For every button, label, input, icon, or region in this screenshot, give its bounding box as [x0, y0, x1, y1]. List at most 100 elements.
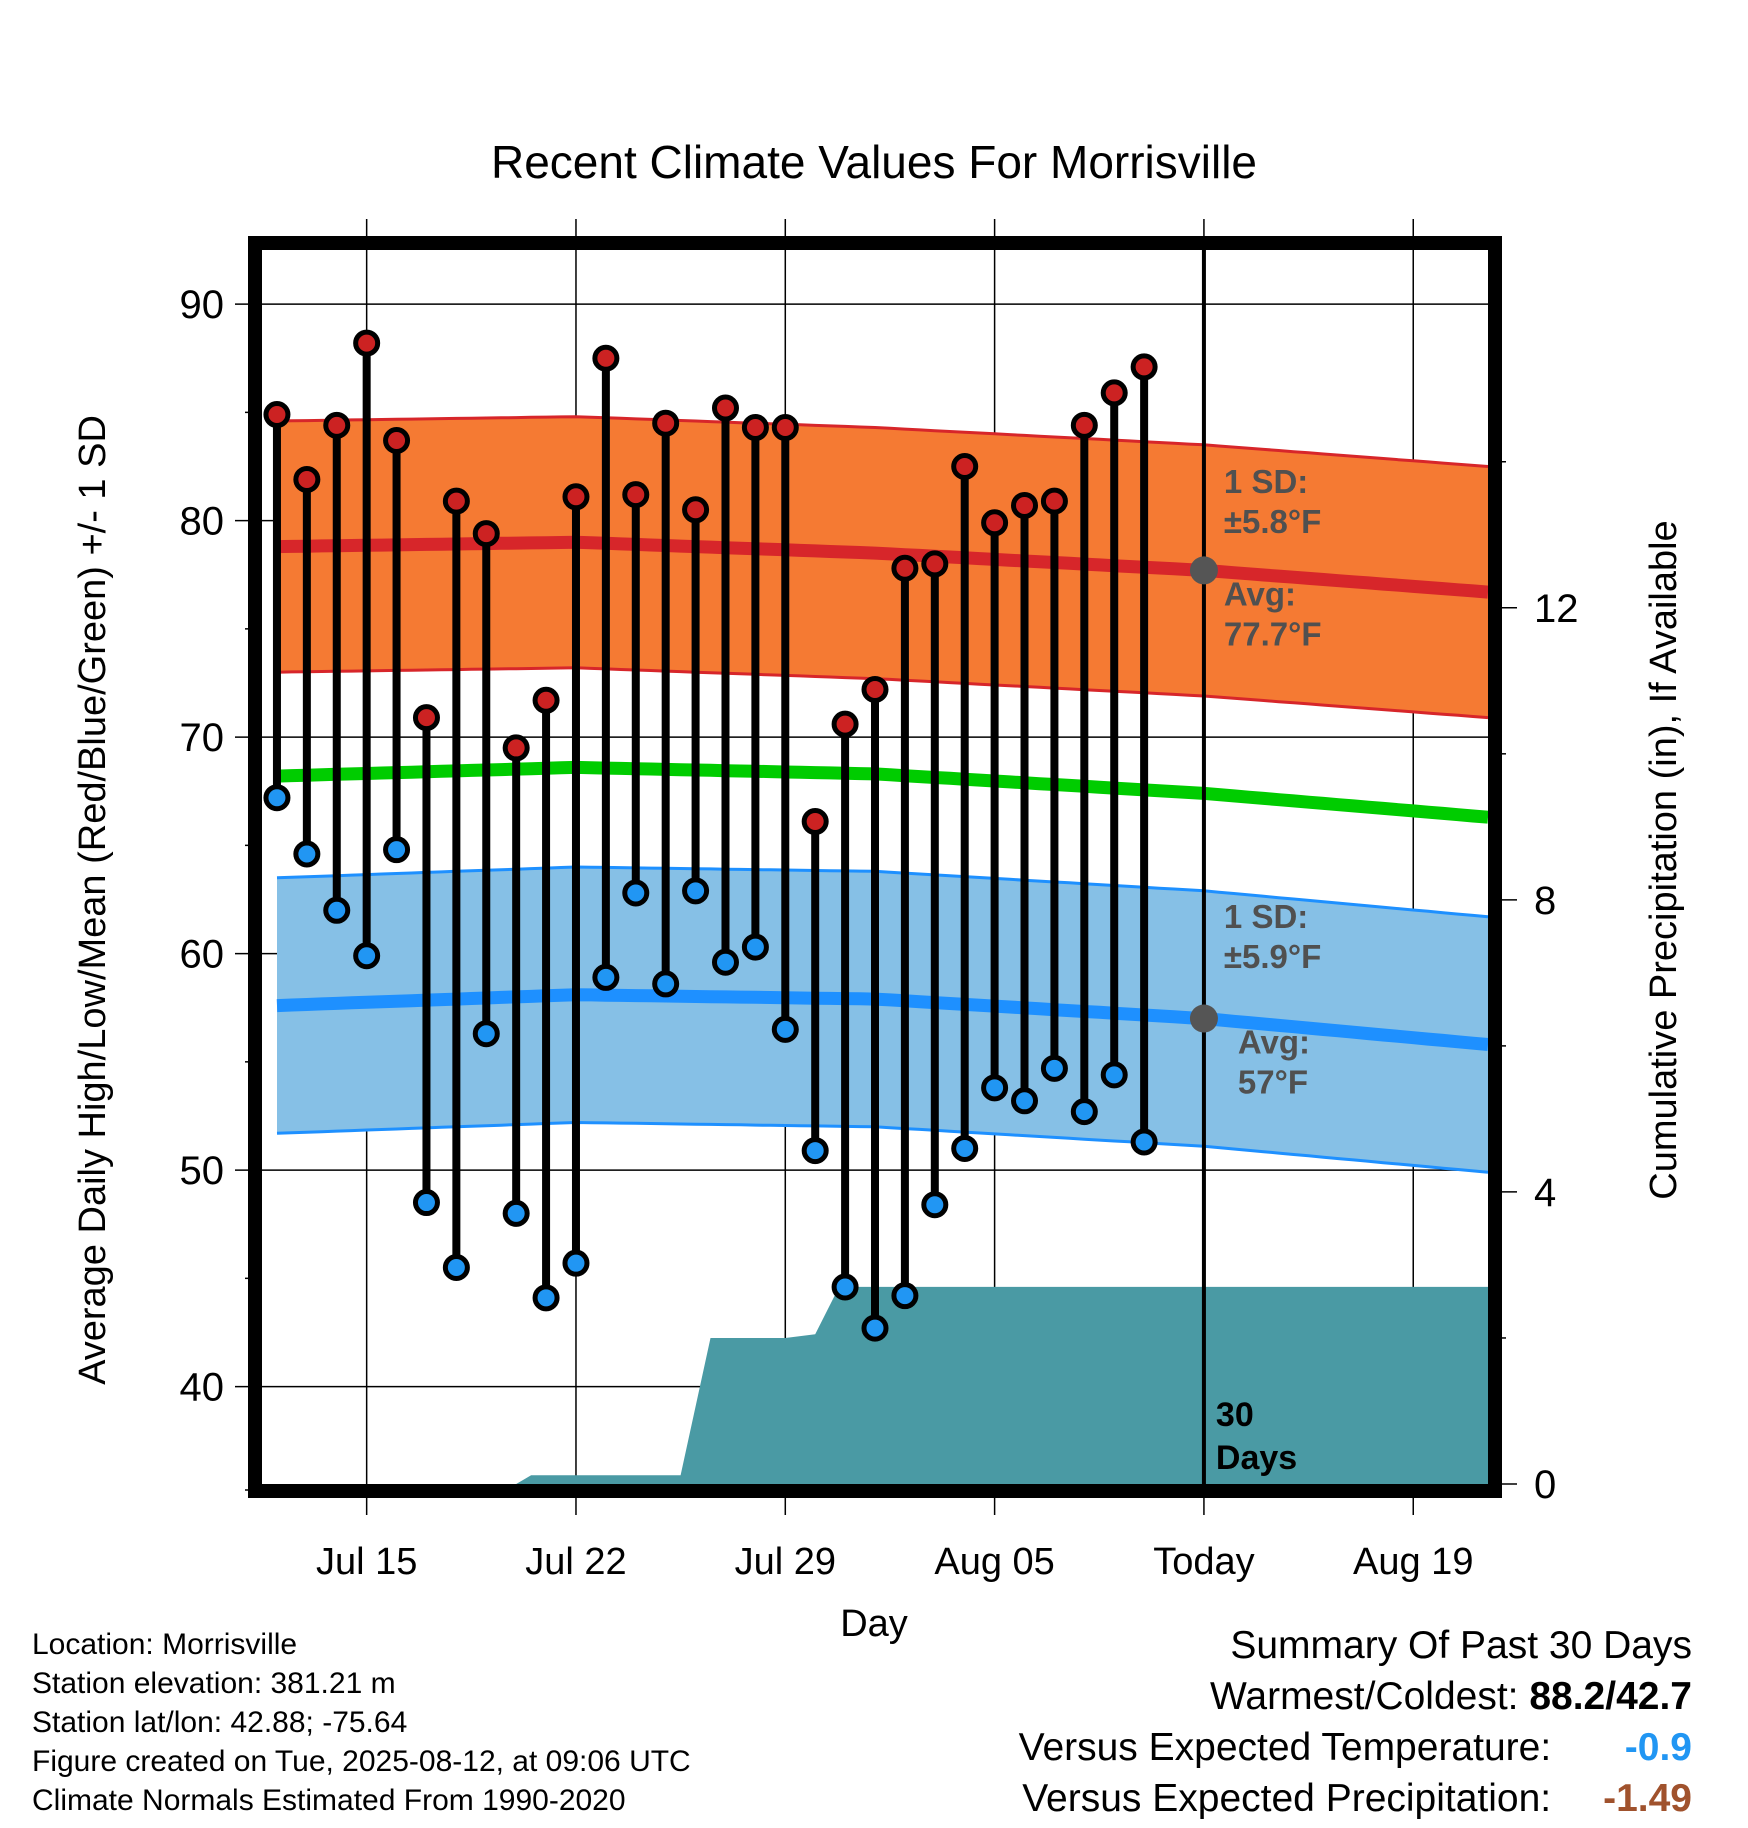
low-normal-line [276, 988, 1489, 1051]
summary-row-warmest: Warmest/Coldest: 88.2/42.7 [1019, 1671, 1692, 1722]
y-right-tick-label: 8 [1534, 879, 1556, 923]
today-low-avg-marker [1189, 1004, 1218, 1033]
elevation-text: Station elevation: 381.21 m [32, 1667, 396, 1700]
window-days-number: 30 [1216, 1396, 1254, 1434]
y-right-tick-label: 12 [1534, 587, 1579, 631]
daily-high-point [502, 734, 530, 762]
daily-low-point [741, 933, 769, 961]
daily-high-point [323, 411, 351, 439]
daily-high-point [741, 414, 769, 442]
daily-low-point [502, 1199, 530, 1227]
window-days-unit: Days [1216, 1439, 1297, 1477]
y-axis-label-right: Cumulative Precipitation (in), If Availa… [1643, 520, 1685, 1199]
daily-high-point [472, 520, 500, 548]
plot-frame [248, 236, 1502, 1498]
today-high-avg-marker [1189, 556, 1218, 585]
daily-low-point [891, 1282, 919, 1310]
y-left-tick-label: 90 [180, 283, 225, 327]
daily-high-point [412, 704, 440, 732]
daily-low-point [1100, 1061, 1128, 1089]
low-band-upper-edge [276, 865, 1489, 919]
daily-low-point [412, 1189, 440, 1217]
x-tick-label: Jul 15 [316, 1541, 417, 1583]
daily-high-point [861, 675, 889, 703]
daily-low-point [652, 970, 680, 998]
location-text: Location: Morrisville [32, 1628, 298, 1661]
x-tick-label: Today [1153, 1541, 1254, 1583]
x-tick-label: Jul 29 [735, 1541, 836, 1583]
low-avg-label: Avg: [1238, 1024, 1310, 1061]
daily-high-point [951, 452, 979, 480]
daily-low-point [1130, 1128, 1158, 1156]
summary-row-precip: Versus Expected Precipitation: -1.49 [1019, 1773, 1692, 1824]
daily-low-point [442, 1254, 470, 1282]
daily-high-point [562, 483, 590, 511]
y-axis-label-left: Average Daily High/Low/Mean (Red/Blue/Gr… [72, 415, 114, 1385]
daily-low-point [592, 963, 620, 991]
daily-low-point [981, 1074, 1009, 1102]
daily-high-point [711, 394, 739, 422]
daily-low-point [323, 896, 351, 924]
daily-high-point [771, 414, 799, 442]
daily-low-point [951, 1134, 979, 1162]
daily-low-point [921, 1191, 949, 1219]
low-avg-value: 57°F [1238, 1064, 1308, 1101]
daily-high-point [353, 329, 381, 357]
high-sd-label: 1 SD: [1224, 463, 1308, 500]
y-left-tick-label: 70 [180, 716, 225, 760]
daily-high-point [592, 344, 620, 372]
daily-low-point [831, 1273, 859, 1301]
created-text: Figure created on Tue, 2025-08-12, at 09… [32, 1745, 691, 1778]
daily-low-point [801, 1137, 829, 1165]
temp-anomaly-label: Versus Expected Temperature: [1018, 1726, 1552, 1769]
precip-anomaly-label: Versus Expected Precipitation: [1022, 1777, 1552, 1820]
daily-high-point [1100, 379, 1128, 407]
mean-normal-line [276, 760, 1489, 824]
daily-high-point [682, 496, 710, 524]
daily-high-point [1070, 411, 1098, 439]
low-sd-label: 1 SD: [1224, 898, 1308, 935]
temp-anomaly-value: -0.9 [1624, 1726, 1692, 1769]
daily-low-point [771, 1015, 799, 1043]
daily-high-point [383, 427, 411, 455]
chart-title: Recent Climate Values For Morrisville [491, 136, 1257, 188]
daily-high-point [293, 465, 321, 493]
daily-high-point [831, 710, 859, 738]
daily-low-point [1011, 1087, 1039, 1115]
daily-low-point [622, 879, 650, 907]
x-axis-label: Day [840, 1603, 908, 1645]
daily-high-point [1040, 487, 1068, 515]
y-right-tick-label: 0 [1534, 1463, 1556, 1507]
high-band-upper-edge [276, 415, 1489, 468]
x-tick-label: Aug 05 [934, 1541, 1054, 1583]
daily-high-point [532, 686, 560, 714]
daily-low-point [263, 784, 291, 812]
daily-low-point [1070, 1098, 1098, 1126]
y-left-tick-label: 80 [180, 500, 225, 544]
latlon-text: Station lat/lon: 42.88; -75.64 [32, 1706, 408, 1739]
station-info: Location: Morrisville Station elevation:… [32, 1625, 691, 1820]
daily-low-point [711, 948, 739, 976]
daily-low-point [472, 1020, 500, 1048]
daily-low-point [1040, 1054, 1068, 1082]
daily-high-point [801, 808, 829, 836]
daily-low-point [353, 942, 381, 970]
daily-high-point [981, 509, 1009, 537]
daily-high-point [442, 487, 470, 515]
daily-high-point [1130, 353, 1158, 381]
daily-high-point [891, 554, 919, 582]
y-left-tick-label: 40 [180, 1366, 225, 1410]
daily-low-point [562, 1249, 590, 1277]
x-tick-label: Jul 22 [525, 1541, 626, 1583]
y-left-tick-label: 50 [180, 1149, 225, 1193]
daily-low-point [682, 877, 710, 905]
y-left-tick-label: 60 [180, 933, 225, 977]
summary-row-temp: Versus Expected Temperature: -0.9 [1019, 1722, 1692, 1773]
daily-low-point [293, 840, 321, 868]
daily-high-point [921, 550, 949, 578]
low-sd-value: ±5.9°F [1224, 938, 1321, 975]
y-right-tick-label: 4 [1534, 1171, 1556, 1215]
normals-text: Climate Normals Estimated From 1990-2020 [32, 1784, 626, 1817]
